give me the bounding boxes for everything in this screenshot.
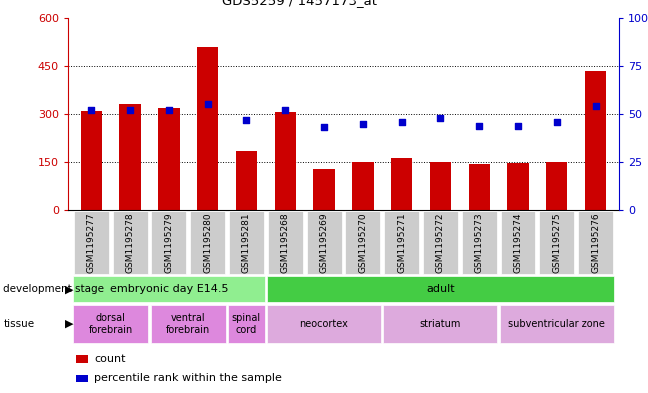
Text: GSM1195275: GSM1195275 (552, 212, 561, 273)
FancyBboxPatch shape (267, 305, 381, 343)
Point (164, 107, 174, 113)
FancyBboxPatch shape (228, 305, 264, 343)
Text: striatum: striatum (420, 319, 461, 329)
Point (590, 103, 601, 109)
Text: dorsal
forebrain: dorsal forebrain (89, 313, 133, 335)
Text: GSM1195280: GSM1195280 (203, 212, 212, 273)
Text: ventral
forebrain: ventral forebrain (166, 313, 211, 335)
FancyBboxPatch shape (462, 211, 496, 274)
Text: GSM1195271: GSM1195271 (397, 212, 406, 273)
Point (319, 124, 329, 130)
FancyBboxPatch shape (73, 305, 148, 343)
Title: GDS5259 / 1457173_at: GDS5259 / 1457173_at (222, 0, 377, 7)
FancyBboxPatch shape (500, 305, 614, 343)
FancyBboxPatch shape (345, 211, 380, 274)
Text: GSM1195277: GSM1195277 (87, 212, 96, 273)
Bar (352, 162, 373, 210)
Point (358, 120, 368, 127)
FancyBboxPatch shape (307, 211, 341, 274)
FancyBboxPatch shape (229, 211, 264, 274)
Point (241, 117, 251, 123)
Bar (391, 158, 412, 210)
FancyBboxPatch shape (578, 211, 613, 274)
Text: ▶: ▶ (65, 319, 73, 329)
Point (435, 115, 446, 121)
FancyBboxPatch shape (384, 211, 419, 274)
FancyBboxPatch shape (500, 211, 535, 274)
Point (551, 119, 562, 125)
FancyBboxPatch shape (73, 276, 264, 302)
Text: GSM1195274: GSM1195274 (513, 212, 522, 273)
Bar (76, 355, 88, 363)
Text: embryonic day E14.5: embryonic day E14.5 (110, 284, 228, 294)
Bar (430, 162, 451, 210)
FancyBboxPatch shape (113, 211, 148, 274)
Bar (314, 169, 335, 210)
Point (125, 107, 135, 113)
Text: GSM1195270: GSM1195270 (358, 212, 367, 273)
Bar (80, 111, 102, 210)
FancyBboxPatch shape (539, 211, 574, 274)
Bar (236, 151, 257, 210)
FancyBboxPatch shape (384, 305, 498, 343)
Text: adult: adult (426, 284, 455, 294)
Text: tissue: tissue (3, 319, 34, 329)
Point (397, 119, 407, 125)
Text: development stage: development stage (3, 284, 104, 294)
Text: neocortex: neocortex (299, 319, 349, 329)
Bar (469, 164, 490, 210)
Bar (119, 104, 141, 210)
Text: spinal
cord: spinal cord (232, 313, 261, 335)
Text: ▶: ▶ (65, 284, 73, 294)
Bar (76, 375, 88, 382)
Point (474, 122, 485, 129)
Text: GSM1195269: GSM1195269 (319, 212, 329, 273)
Text: subventricular zone: subventricular zone (508, 319, 605, 329)
Point (513, 122, 523, 129)
FancyBboxPatch shape (150, 305, 226, 343)
Point (202, 101, 213, 107)
Text: GSM1195278: GSM1195278 (126, 212, 135, 273)
Text: GSM1195279: GSM1195279 (165, 212, 174, 273)
Text: count: count (95, 354, 126, 364)
Text: GSM1195273: GSM1195273 (475, 212, 483, 273)
Bar (585, 71, 607, 210)
FancyBboxPatch shape (152, 211, 187, 274)
FancyBboxPatch shape (191, 211, 225, 274)
FancyBboxPatch shape (423, 211, 458, 274)
Bar (158, 108, 179, 210)
Bar (546, 162, 568, 210)
FancyBboxPatch shape (74, 211, 109, 274)
Bar (197, 46, 218, 210)
Text: GSM1195272: GSM1195272 (436, 212, 445, 273)
FancyBboxPatch shape (268, 211, 303, 274)
Point (280, 107, 290, 113)
Text: percentile rank within the sample: percentile rank within the sample (95, 373, 283, 384)
Text: GSM1195276: GSM1195276 (591, 212, 600, 273)
Point (86, 107, 97, 113)
Bar (507, 163, 529, 210)
Text: GSM1195281: GSM1195281 (242, 212, 251, 273)
FancyBboxPatch shape (267, 276, 614, 302)
Text: GSM1195268: GSM1195268 (281, 212, 290, 273)
Bar (275, 112, 296, 210)
